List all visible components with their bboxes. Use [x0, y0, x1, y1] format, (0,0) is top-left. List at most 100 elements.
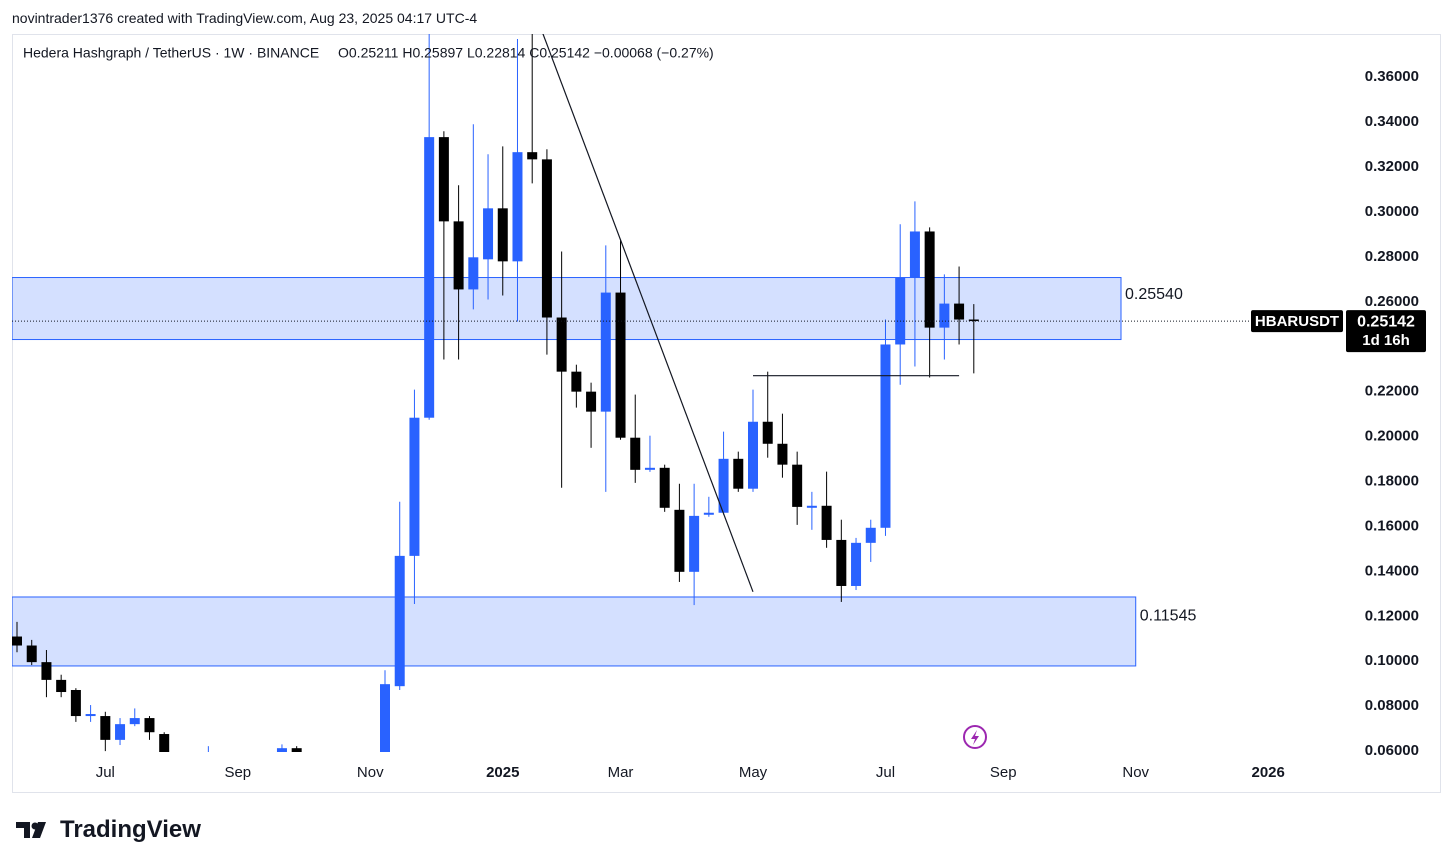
candle-body	[497, 208, 508, 262]
x-tick-label: Sep	[224, 764, 251, 781]
y-tick-label: 0.12000	[1365, 607, 1419, 624]
zone	[12, 596, 1137, 667]
last-price-label: 0.25142	[1357, 313, 1415, 330]
y-tick-label: 0.14000	[1365, 562, 1419, 579]
candle-body	[233, 765, 243, 769]
candle-body	[336, 765, 346, 772]
zone-label: 0.11545	[1140, 607, 1197, 624]
x-tick-label: Jul	[876, 764, 895, 781]
candle-body	[865, 527, 876, 543]
candle-body	[262, 762, 272, 766]
y-tick-label: 0.32000	[1365, 158, 1419, 175]
plot-area	[12, 34, 1340, 776]
candle-body	[527, 152, 538, 160]
chart-title: Hedera Hashgraph / TetherUS · 1W · BINAN…	[23, 45, 319, 61]
candle-body	[453, 221, 464, 290]
candle-body	[968, 319, 979, 322]
candle-body	[85, 714, 96, 717]
candle-body	[409, 417, 420, 556]
candle-body	[12, 636, 22, 646]
candle-body	[586, 391, 597, 412]
y-tick-label: 0.36000	[1365, 68, 1419, 85]
candle-body	[468, 257, 479, 290]
candle-body	[880, 344, 891, 528]
candle-body	[306, 760, 316, 767]
candle-body	[351, 765, 361, 769]
candle-body	[792, 464, 803, 507]
y-tick-label: 0.26000	[1365, 293, 1419, 310]
candle-body	[159, 734, 170, 752]
ohlc-legend: O0.25211 H0.25897 L0.22814 C0.25142 −0.0…	[338, 45, 714, 61]
candle-body	[777, 443, 788, 465]
candle-body	[571, 371, 582, 392]
candle-body	[203, 762, 213, 766]
price-badge	[1346, 310, 1426, 353]
candle-body	[541, 159, 552, 318]
candle-body	[174, 756, 184, 776]
countdown-label: 1d 16h	[1362, 332, 1410, 349]
y-tick-label: 0.18000	[1365, 472, 1419, 489]
y-tick-label: 0.16000	[1365, 517, 1419, 534]
candle-body	[115, 724, 126, 740]
y-tick-label: 0.06000	[1365, 742, 1419, 759]
y-tick-label: 0.08000	[1365, 697, 1419, 714]
candle-body	[600, 292, 611, 412]
candle-body	[70, 689, 81, 717]
candle-body	[41, 662, 52, 680]
x-tick-label: 2026	[1252, 764, 1285, 781]
candle-body	[483, 208, 494, 260]
candle-body	[56, 679, 67, 693]
candle-body	[909, 231, 920, 278]
candle-body	[380, 684, 390, 752]
candle-body	[733, 458, 744, 489]
candle-body	[762, 421, 773, 444]
candle-body	[129, 718, 140, 725]
candle-body	[703, 512, 714, 515]
x-tick-label: Nov	[357, 764, 384, 781]
x-tick-label: 2025	[486, 764, 519, 781]
candle-body	[189, 767, 199, 776]
candle-body	[512, 152, 523, 262]
alert-icon	[963, 725, 987, 749]
candle-body	[954, 303, 965, 320]
candle-body	[424, 137, 435, 418]
candle-body	[895, 277, 906, 345]
brand: TradingView	[60, 816, 201, 843]
candle-body	[218, 762, 228, 769]
candle-body	[291, 748, 302, 752]
logo-mark	[16, 822, 46, 838]
candle-body	[365, 766, 375, 769]
candle-body	[806, 505, 817, 508]
symbol-label: HBARUSDT	[1255, 313, 1339, 330]
y-tick-label: 0.30000	[1365, 203, 1419, 220]
x-tick-label: Nov	[1122, 764, 1149, 781]
x-tick-label: Mar	[608, 764, 634, 781]
symbol-badge	[1251, 310, 1343, 333]
y-tick-label: 0.24000	[1365, 338, 1419, 355]
trendline	[542, 34, 754, 593]
candle-body	[556, 317, 567, 372]
candle-body	[248, 765, 258, 767]
zone-label: 0.25540	[1125, 286, 1183, 303]
y-tick-label: 0.28000	[1365, 248, 1419, 265]
x-tick-label: Jul	[96, 764, 115, 781]
candle-body	[674, 509, 685, 572]
candle-body	[100, 716, 111, 740]
y-tick-label: 0.20000	[1365, 428, 1419, 445]
candle-body	[659, 467, 670, 508]
candle-body	[276, 748, 287, 752]
credit: novintrader1376 created with TradingView…	[12, 10, 478, 26]
candle-body	[321, 767, 331, 771]
x-tick-label: Sep	[990, 764, 1017, 781]
zone	[12, 277, 1122, 341]
y-tick-label: 0.10000	[1365, 652, 1419, 669]
candle-body	[615, 292, 626, 438]
candle-body	[26, 645, 37, 663]
y-tick-label: 0.34000	[1365, 113, 1419, 130]
chart-frame	[12, 34, 1441, 793]
footer-logo: TradingView	[16, 816, 201, 844]
candle-body	[438, 137, 449, 222]
x-tick-label: May	[739, 764, 768, 781]
